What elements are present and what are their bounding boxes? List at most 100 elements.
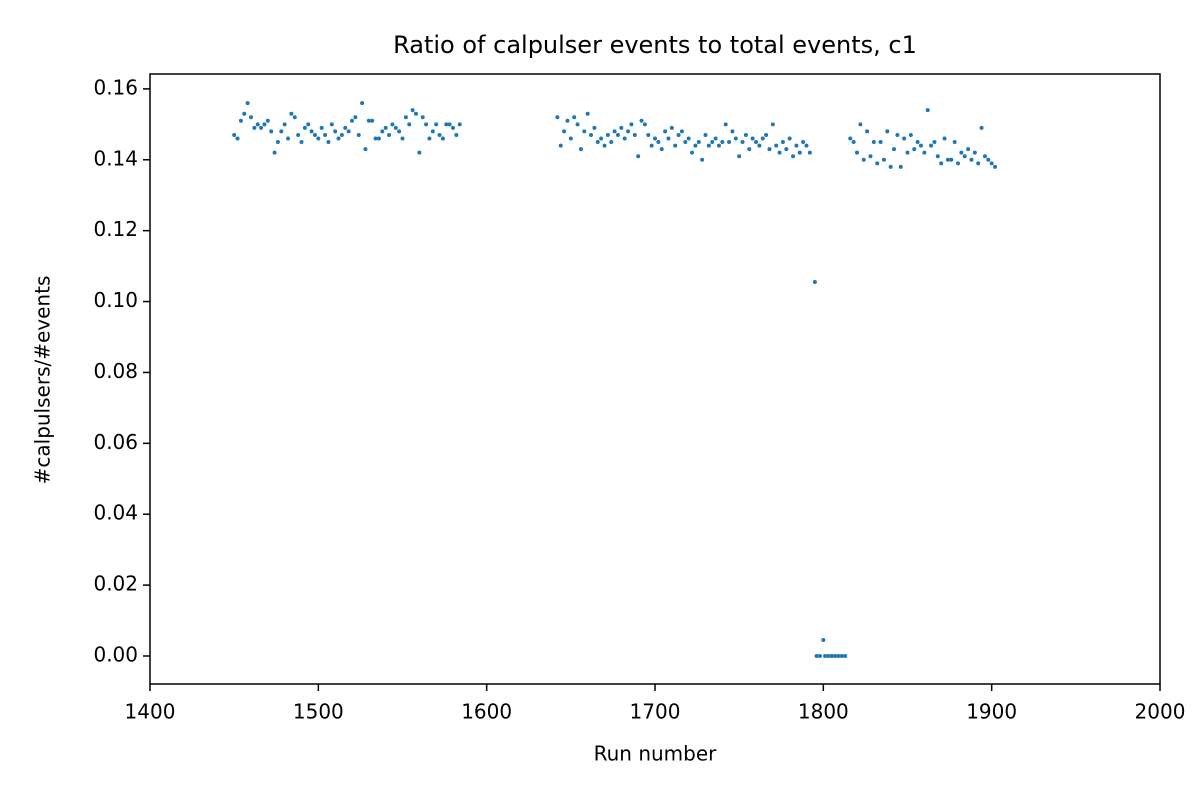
data-point <box>885 129 890 134</box>
data-point <box>275 140 280 145</box>
data-point <box>875 161 880 166</box>
data-point <box>945 157 950 162</box>
data-point <box>249 115 253 120</box>
y-tick-label: 0.04 <box>93 501 138 525</box>
data-point <box>424 122 429 127</box>
data-point <box>807 150 812 155</box>
data-point <box>743 132 748 137</box>
data-point <box>279 129 284 134</box>
data-point <box>895 132 900 137</box>
y-tick-label: 0.02 <box>93 572 138 596</box>
data-point <box>272 150 277 155</box>
data-point <box>350 118 354 123</box>
data-point <box>602 143 607 148</box>
data-point <box>952 140 957 145</box>
data-point <box>262 122 267 127</box>
data-point <box>575 122 580 127</box>
data-point <box>434 122 439 127</box>
data-point <box>649 143 654 148</box>
data-point <box>299 140 304 145</box>
data-point <box>922 150 927 155</box>
y-axis-label: #calpulsers/#events <box>31 276 55 485</box>
data-point <box>238 118 243 123</box>
data-point <box>615 132 620 137</box>
y-tick-label: 0.06 <box>93 430 138 454</box>
data-point <box>851 140 856 145</box>
data-point <box>653 136 657 141</box>
data-point <box>669 125 674 130</box>
data-point <box>407 122 412 127</box>
data-point <box>636 154 641 159</box>
data-point <box>387 132 392 137</box>
data-point <box>269 129 274 134</box>
x-tick-label: 1700 <box>630 700 681 724</box>
data-point <box>232 132 237 137</box>
data-point <box>982 154 987 159</box>
data-point <box>839 653 844 658</box>
data-point <box>673 143 678 148</box>
data-point <box>723 122 728 127</box>
data-point <box>343 125 348 130</box>
x-tick-label: 1900 <box>966 700 1017 724</box>
data-point <box>289 111 294 116</box>
data-point <box>823 653 828 658</box>
data-point <box>619 125 624 130</box>
data-point <box>760 136 765 141</box>
y-tick-label: 0.08 <box>93 359 138 383</box>
data-point <box>855 150 859 155</box>
data-point <box>353 115 358 120</box>
data-point <box>296 132 301 137</box>
data-point <box>821 638 826 643</box>
data-point <box>323 132 328 137</box>
data-point <box>888 164 893 169</box>
data-point <box>309 129 314 134</box>
data-point <box>918 143 923 148</box>
x-axis-label: Run number <box>594 742 718 766</box>
data-point <box>572 115 577 120</box>
data-point <box>356 132 361 137</box>
data-point <box>710 140 715 145</box>
data-point <box>754 140 758 145</box>
data-point <box>397 129 402 134</box>
data-point <box>656 140 661 145</box>
data-point <box>646 132 651 137</box>
data-point <box>770 122 775 127</box>
data-point <box>700 157 705 162</box>
data-point <box>336 136 341 141</box>
data-point <box>972 150 977 155</box>
data-point <box>316 136 321 141</box>
data-point <box>956 161 960 166</box>
data-point <box>312 132 317 137</box>
data-point <box>683 140 688 145</box>
data-point <box>589 132 594 137</box>
data-point <box>690 150 695 155</box>
data-point <box>319 125 324 130</box>
data-point <box>993 164 998 169</box>
data-point <box>370 118 375 123</box>
data-point <box>750 136 755 141</box>
data-point <box>595 140 600 145</box>
data-point <box>892 147 897 152</box>
data-point <box>265 118 270 123</box>
data-point <box>612 129 617 134</box>
x-tick-label: 1500 <box>293 700 344 724</box>
data-point <box>777 150 782 155</box>
data-point <box>929 143 934 148</box>
data-point <box>861 157 866 162</box>
data-point <box>696 140 701 145</box>
data-point <box>829 653 834 658</box>
data-point <box>609 140 614 145</box>
data-point <box>393 125 398 130</box>
x-tick-label: 1600 <box>461 700 512 724</box>
data-point <box>881 157 886 162</box>
data-point <box>592 125 597 130</box>
data-point <box>568 136 573 141</box>
data-point <box>979 125 984 130</box>
data-point <box>605 132 610 137</box>
data-point <box>703 132 708 137</box>
x-tick-label: 1800 <box>798 700 849 724</box>
data-point <box>686 136 691 141</box>
data-point <box>622 136 627 141</box>
data-point <box>427 136 432 141</box>
